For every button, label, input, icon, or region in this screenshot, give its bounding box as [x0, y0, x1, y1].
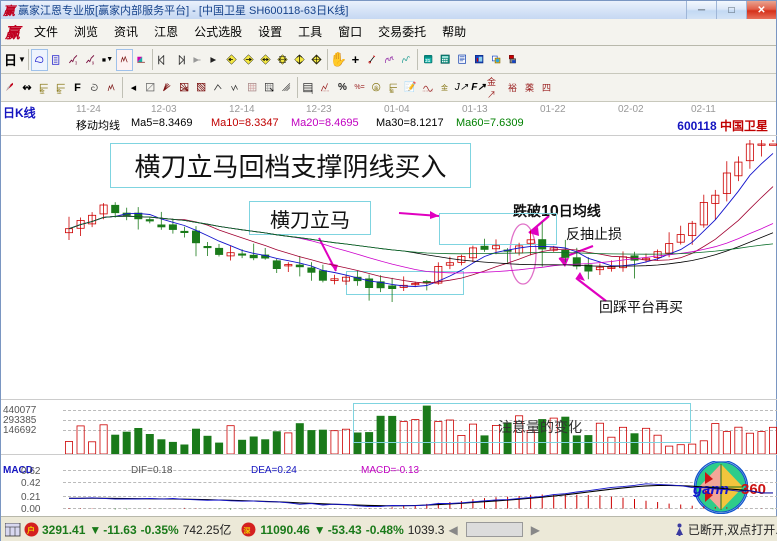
svg-text:3: 3 [75, 60, 78, 65]
svg-text:金: 金 [374, 85, 379, 92]
svg-text:深: 深 [244, 526, 251, 535]
svg-text:户: 户 [27, 525, 35, 535]
svg-text:]: ] [311, 90, 313, 94]
svg-text:9: 9 [92, 60, 95, 65]
svg-text:21: 21 [425, 58, 430, 63]
